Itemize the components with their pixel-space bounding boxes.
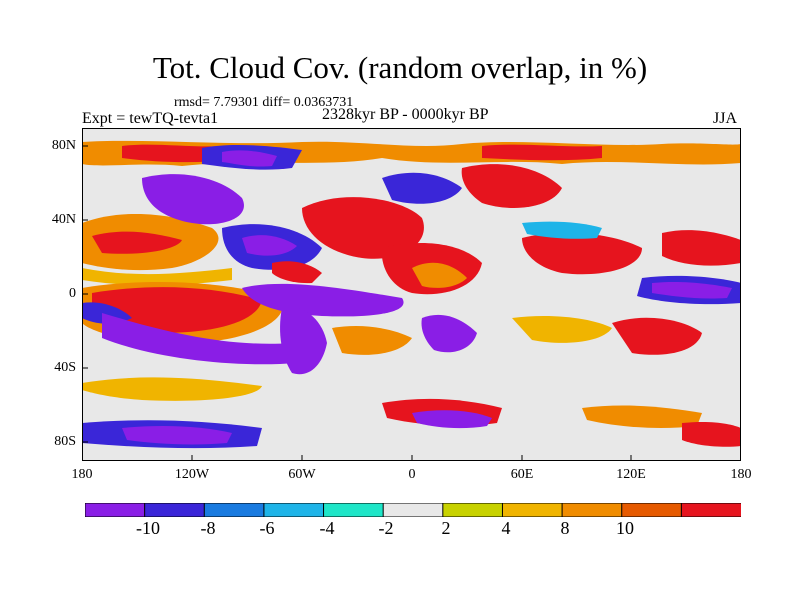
lon-label-180w: 180 [71, 467, 93, 482]
colorbar [85, 503, 741, 517]
colorbar-swatch [323, 503, 385, 517]
africa-purple [421, 314, 477, 353]
map-title: Tot. Cloud Cov. (random overlap, in %) [152, 50, 648, 85]
so-yellow-1 [82, 377, 262, 401]
season-label: JJA [713, 110, 738, 127]
na-purple-2 [242, 235, 297, 256]
lon-label-120w: 120W [174, 467, 210, 482]
epacific-red [92, 287, 262, 333]
lat-label-80s: 80S [54, 434, 76, 449]
colorbar-swatch [85, 503, 146, 517]
colorbar-tick: -6 [259, 518, 275, 538]
colorbar-swatch [621, 503, 683, 517]
lon-label-180e: 180 [730, 467, 752, 482]
wpacific-red [662, 230, 741, 266]
colorbar-tick: -2 [378, 518, 394, 538]
antarctic-red [682, 421, 741, 447]
na-purple [142, 174, 244, 225]
colorbar-swatch [501, 503, 564, 517]
colorbar-tick: -8 [200, 518, 216, 538]
caribbean-red [272, 261, 322, 284]
colorbar-tick: 8 [560, 518, 570, 538]
satlantic-orange [332, 326, 412, 355]
greenland-blue [382, 172, 462, 204]
maritime-purple [652, 281, 732, 299]
sahara-orange [412, 262, 467, 288]
south-america-purple [280, 307, 327, 375]
natlantic-red [302, 197, 424, 259]
australia-red [612, 317, 702, 355]
colorbar-tick: 10 [616, 518, 634, 538]
antarctic-purple [122, 425, 232, 445]
asia-red [522, 232, 642, 275]
colorbar-swatch [144, 503, 206, 517]
lat-label-40n: 40N [51, 212, 76, 227]
so-purple [412, 410, 492, 429]
so-orange [582, 405, 702, 428]
colorbar-swatch [561, 503, 623, 517]
spcz-purple [102, 313, 297, 365]
period-label: 2328kyr BP - 0000kyr BP [322, 106, 489, 123]
map-ticks [82, 145, 632, 461]
lon-label-60e: 60E [510, 467, 534, 482]
colorbar-tick: -10 [136, 518, 160, 538]
stats-label: rmsd= 7.79301 diff= 0.0363731 [174, 95, 354, 110]
lat-label-40s: 40S [54, 360, 76, 375]
colorbar-tick: -4 [319, 518, 335, 538]
siberia-red [482, 144, 602, 161]
cloud-cover-map [82, 128, 741, 461]
experiment-label: Expt = tewTQ-tevta1 [82, 110, 219, 127]
indian-yellow [512, 316, 612, 343]
lat-label-0: 0 [69, 286, 76, 301]
tropics-yellow [82, 268, 232, 286]
europe-red [461, 164, 562, 208]
lon-label-0: 0 [408, 467, 416, 482]
lon-label-120e: 120E [616, 467, 646, 482]
asia-cyan [522, 221, 602, 239]
colorbar-swatch [203, 503, 265, 517]
npacific-red [92, 231, 182, 254]
colorbar-swatch [382, 503, 444, 517]
arctic-purple [222, 150, 277, 167]
lat-label-80n: 80N [51, 138, 76, 153]
colorbar-tick: 2 [441, 518, 451, 538]
colorbar-swatch [263, 503, 325, 517]
lon-label-60w: 60W [288, 467, 316, 482]
colorbar-swatch [442, 503, 504, 517]
colorbar-tick: 4 [501, 518, 511, 538]
colorbar-swatch [680, 503, 741, 517]
